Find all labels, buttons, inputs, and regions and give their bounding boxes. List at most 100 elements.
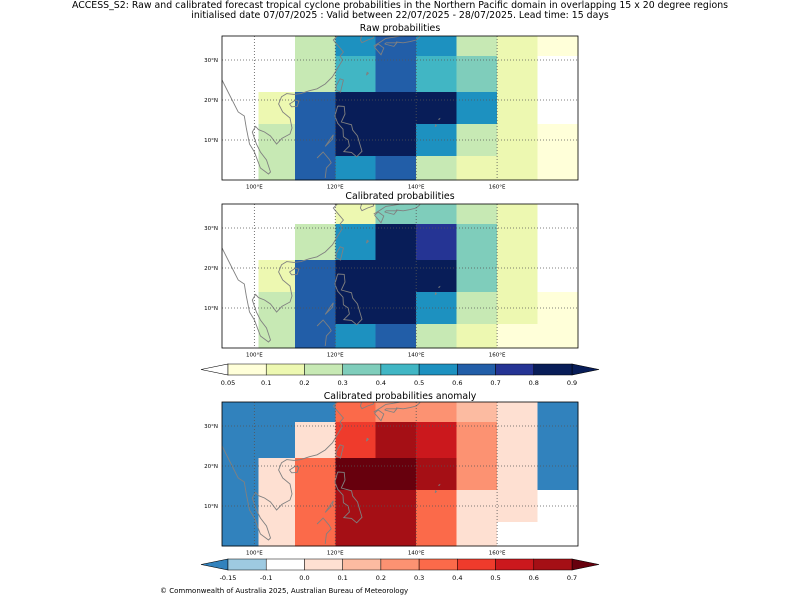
heatmap-cell-raw-r2-c1 [258, 92, 296, 125]
heatmap-cell-raw-r2-c5 [416, 92, 458, 125]
panel-frame-raw [221, 35, 579, 181]
heatmap-cell-anomaly-r4-c5 [416, 522, 458, 547]
heatmap-cell-calibrated-r4-c6 [456, 324, 498, 349]
coastline-segment-calibrated-8 [384, 210, 398, 215]
heatmap-cell-calibrated-r3-c8 [537, 292, 579, 325]
x-tick-label-calibrated-1: 120°E [327, 353, 344, 359]
y-tick-label-anomaly-2: 10°N [204, 504, 218, 510]
heatmap-cell-anomaly-r2-c7 [497, 458, 538, 491]
coastline-segment-anomaly-7 [374, 409, 385, 422]
coastline-segment-anomaly-10 [361, 402, 375, 410]
heatmap-cell-raw-r2-c2 [294, 92, 336, 125]
heatmap-cell-anomaly-r2-c6 [456, 458, 498, 491]
heatmap-cell-raw-r2-c0 [222, 92, 259, 125]
heatmap-cell-raw-r1-c7 [497, 56, 538, 93]
heatmap-cell-calibrated-r1-c4 [375, 224, 417, 261]
x-tick-label-anomaly-1: 120°E [327, 551, 344, 557]
coastline-segment-anomaly-0 [222, 402, 344, 541]
heatmap-cell-anomaly-r4-c7 [497, 522, 538, 547]
coastline-segment-calibrated-3 [334, 273, 363, 326]
heatmap-cell-calibrated-r0-c6 [456, 204, 498, 225]
heatmap-cell-calibrated-r0-c2 [294, 204, 336, 225]
heatmap-cell-calibrated-r2-c8 [537, 260, 579, 293]
coastline-segment-raw-11 [359, 36, 363, 44]
colorbar-segment-prob-3 [342, 363, 382, 376]
heatmap-cell-anomaly-r2-c1 [258, 458, 296, 491]
heatmap-cell-raw-r2-c6 [456, 92, 498, 125]
colorbar-segment-prob-5 [418, 363, 458, 376]
x-tick-label-raw-3: 160°E [489, 185, 506, 191]
heatmap-cell-calibrated-r4-c0 [222, 324, 259, 349]
colorbar-tick-label-anom-5: 0.3 [414, 574, 424, 582]
panel-anomaly: 100°E 120°E 140°E 160°E 30°N 20°N 10°N [204, 401, 579, 557]
y-tick-label-anomaly-0: 30°N [204, 424, 218, 430]
heatmap-cell-calibrated-r2-c6 [456, 260, 498, 293]
heatmap-cell-raw-r2-c4 [375, 92, 417, 125]
heatmap-cell-raw-r0-c6 [456, 36, 498, 57]
colorbar-segment-prob-1 [265, 363, 305, 376]
coastline-segment-raw-13 [434, 123, 438, 128]
colorbar-segment-prob-8 [533, 363, 573, 376]
coastline-segment-calibrated-0 [222, 204, 344, 343]
heatmap-cell-calibrated-r1-c8 [537, 224, 579, 261]
coastline-segment-calibrated-14 [438, 285, 441, 288]
heatmap-cell-anomaly-r2-c2 [294, 458, 336, 491]
heatmap-cell-calibrated-r2-c0 [222, 260, 259, 293]
coastline-segment-calibrated-10 [361, 204, 375, 212]
heatmap-cell-raw-r1-c0 [222, 56, 259, 93]
colorbar-tick-label-anom-4: 0.2 [376, 574, 386, 582]
heatmap-cell-anomaly-r4-c3 [335, 522, 377, 547]
colorbar-tick-label-prob-9: 0.9 [567, 379, 577, 387]
colorbar-tick-label-prob-5: 0.5 [414, 379, 424, 387]
heatmap-cell-anomaly-r4-c4 [375, 522, 417, 547]
heatmap-cell-anomaly-r4-c6 [456, 522, 498, 547]
coastline-segment-raw-4 [324, 134, 334, 147]
heatmap-cell-anomaly-r2-c5 [416, 458, 458, 491]
heatmap-cell-calibrated-r0-c8 [537, 204, 579, 225]
heatmap-cell-raw-r1-c5 [416, 56, 458, 93]
heatmap-cell-calibrated-r2-c2 [294, 260, 336, 293]
coastline-segment-anomaly-6 [373, 402, 404, 413]
heatmap-cell-calibrated-r0-c1 [258, 204, 296, 225]
heatmap-cell-calibrated-r0-c5 [416, 204, 458, 225]
heatmap-cell-raw-r0-c4 [375, 36, 417, 57]
heatmap-cell-raw-r1-c1 [258, 56, 296, 93]
heatmap-cell-raw-r4-c3 [335, 156, 377, 181]
x-tick-label-raw-1: 120°E [327, 185, 344, 191]
coastline-segment-raw-3 [334, 105, 363, 158]
x-tick-label-raw-2: 140°E [408, 185, 425, 191]
coastline-segment-raw-0 [222, 36, 344, 175]
heatmap-cell-calibrated-r2-c4 [375, 260, 417, 293]
heatmap-cell-anomaly-r2-c4 [375, 458, 417, 491]
x-tick-label-anomaly-0: 100°E [246, 551, 263, 557]
heatmap-cell-anomaly-r2-c0 [222, 458, 259, 491]
coastline-segment-anomaly-5 [316, 517, 332, 545]
heatmap-cell-raw-r0-c5 [416, 36, 458, 57]
panel-frame-anomaly [221, 401, 579, 547]
coastline-segment-raw-9 [395, 36, 421, 44]
heatmap-cell-raw-r4-c1 [258, 156, 296, 181]
colorbar-segment-anom-8 [533, 558, 573, 571]
coastline-segment-raw-10 [361, 36, 375, 44]
heatmap-cell-anomaly-r1-c1 [258, 422, 296, 459]
panel-title-calibrated: Calibrated probabilities [345, 191, 455, 202]
y-tick-label-calibrated-2: 10°N [204, 306, 218, 312]
coastline-segment-anomaly-3 [334, 471, 363, 524]
coastline-segment-calibrated-1 [288, 267, 300, 276]
heatmap-cell-raw-r1-c4 [375, 56, 417, 93]
coastline-segment-anomaly-14 [438, 483, 441, 486]
coastline-segment-anomaly-9 [395, 402, 421, 410]
heatmap-cell-raw-r0-c1 [258, 36, 296, 57]
colorbar-tick-label-prob-7: 0.7 [490, 379, 500, 387]
coastline-segment-anomaly-4 [324, 500, 334, 513]
coastline-segment-anomaly-2 [335, 444, 344, 459]
heatmap-cell-anomaly-r0-c5 [416, 402, 458, 423]
heatmap-cell-anomaly-r1-c2 [294, 422, 336, 459]
figure-subtitle: initialised date 07/07/2025 : Valid betw… [191, 10, 609, 21]
heatmap-cell-anomaly-r0-c7 [497, 402, 538, 423]
heatmap-cell-calibrated-r4-c3 [335, 324, 377, 349]
coastline-raw [222, 36, 441, 179]
heatmap-cell-raw-r2-c3 [335, 92, 377, 125]
coastline-calibrated [222, 204, 441, 347]
